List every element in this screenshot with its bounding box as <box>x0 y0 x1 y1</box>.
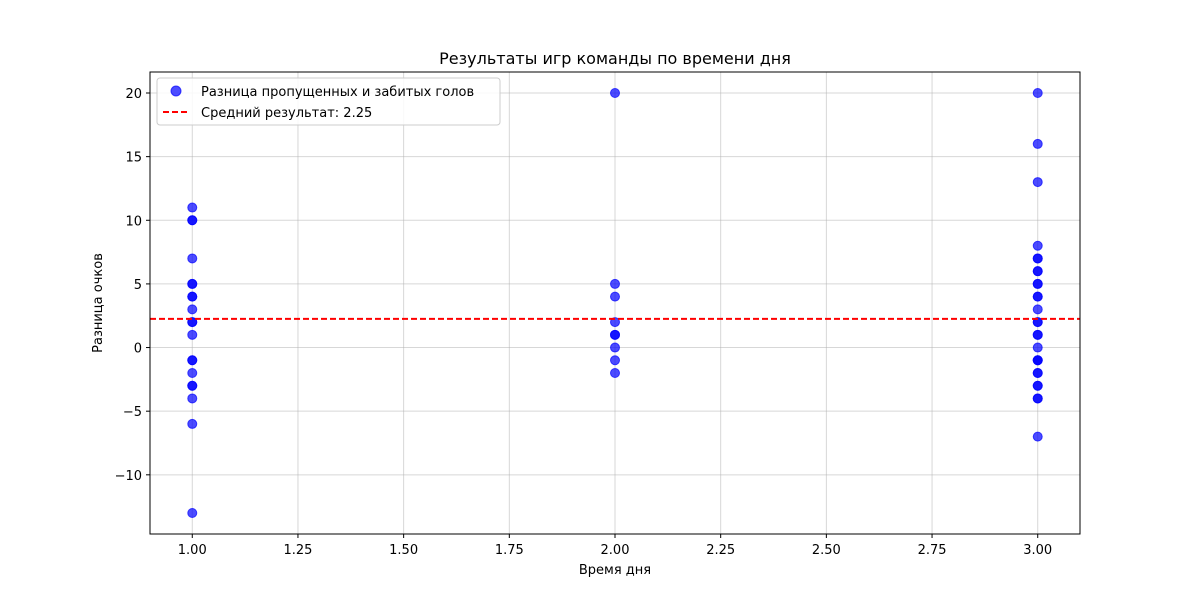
scatter-point <box>610 355 620 366</box>
scatter-point <box>187 253 198 264</box>
scatter-point <box>187 393 198 404</box>
legend-mean-label: Средний результат: 2.25 <box>201 106 372 121</box>
x-axis: 1.00 1.25 1.50 1.75 2.00 2.25 2.50 2.75 3.00 <box>178 534 1052 558</box>
scatter-point <box>1032 291 1043 302</box>
y-tick-label: 20 <box>125 87 142 102</box>
scatter-point <box>610 342 620 353</box>
legend-scatter-marker <box>170 85 182 97</box>
x-tick-label: 1.25 <box>283 543 312 558</box>
scatter-point <box>1032 329 1043 340</box>
scatter-point <box>1032 253 1043 264</box>
scatter-point <box>1032 355 1043 366</box>
scatter-point <box>187 202 198 213</box>
y-axis-label: Разница очков <box>91 253 106 353</box>
y-tick-label: −10 <box>115 469 142 484</box>
scatter-point <box>187 329 198 340</box>
scatter-point <box>610 291 620 302</box>
scatter-point <box>1032 342 1043 353</box>
y-tick-label: 0 <box>134 342 142 357</box>
grid-lines <box>150 72 1080 534</box>
plot-area <box>150 88 1080 518</box>
scatter-point <box>1032 431 1043 442</box>
scatter-point <box>1032 88 1043 98</box>
scatter-point <box>187 304 198 315</box>
x-tick-label: 2.25 <box>706 543 735 558</box>
scatter-point <box>187 418 198 429</box>
scatter-point <box>1032 380 1043 391</box>
y-tick-label: 10 <box>125 214 142 229</box>
scatter-point <box>187 355 198 366</box>
scatter-point <box>1032 304 1043 315</box>
scatter-point <box>1032 266 1043 277</box>
scatter-point <box>187 215 198 226</box>
chart-title: Результаты игр команды по времени дня <box>439 49 791 68</box>
x-tick-label: 1.75 <box>495 543 524 558</box>
legend-scatter-label: Разница пропущенных и забитых голов <box>201 85 474 100</box>
y-axis: −10 −5 0 5 10 15 20 <box>115 87 150 484</box>
x-tick-label: 2.50 <box>812 543 841 558</box>
scatter-point <box>610 278 620 289</box>
scatter-point <box>187 368 198 378</box>
y-tick-label: 15 <box>125 151 142 166</box>
scatter-point <box>1032 393 1043 404</box>
x-tick-label: 2.75 <box>918 543 947 558</box>
legend-box <box>156 77 501 126</box>
scatter-point <box>1032 240 1043 251</box>
scatter-point <box>610 88 620 98</box>
scatter-point <box>187 508 198 518</box>
x-tick-label: 1.00 <box>178 543 207 558</box>
legend: Разница пропущенных и забитых голов Сред… <box>156 77 501 126</box>
y-tick-label: 5 <box>134 278 142 293</box>
x-tick-label: 1.50 <box>389 543 418 558</box>
scatter-point <box>610 368 620 378</box>
x-axis-label: Время дня <box>579 563 651 578</box>
scatter-point <box>187 380 198 391</box>
y-tick-label: −5 <box>123 405 142 420</box>
scatter-point <box>1032 278 1043 289</box>
scatter-point <box>187 291 198 302</box>
scatter-point <box>1032 368 1043 378</box>
scatter-point <box>1032 177 1043 188</box>
x-tick-label: 3.00 <box>1023 543 1052 558</box>
scatter-point <box>187 278 198 289</box>
x-tick-label: 2.00 <box>601 543 630 558</box>
scatter-point <box>1032 138 1043 149</box>
scatter-point <box>610 329 620 340</box>
